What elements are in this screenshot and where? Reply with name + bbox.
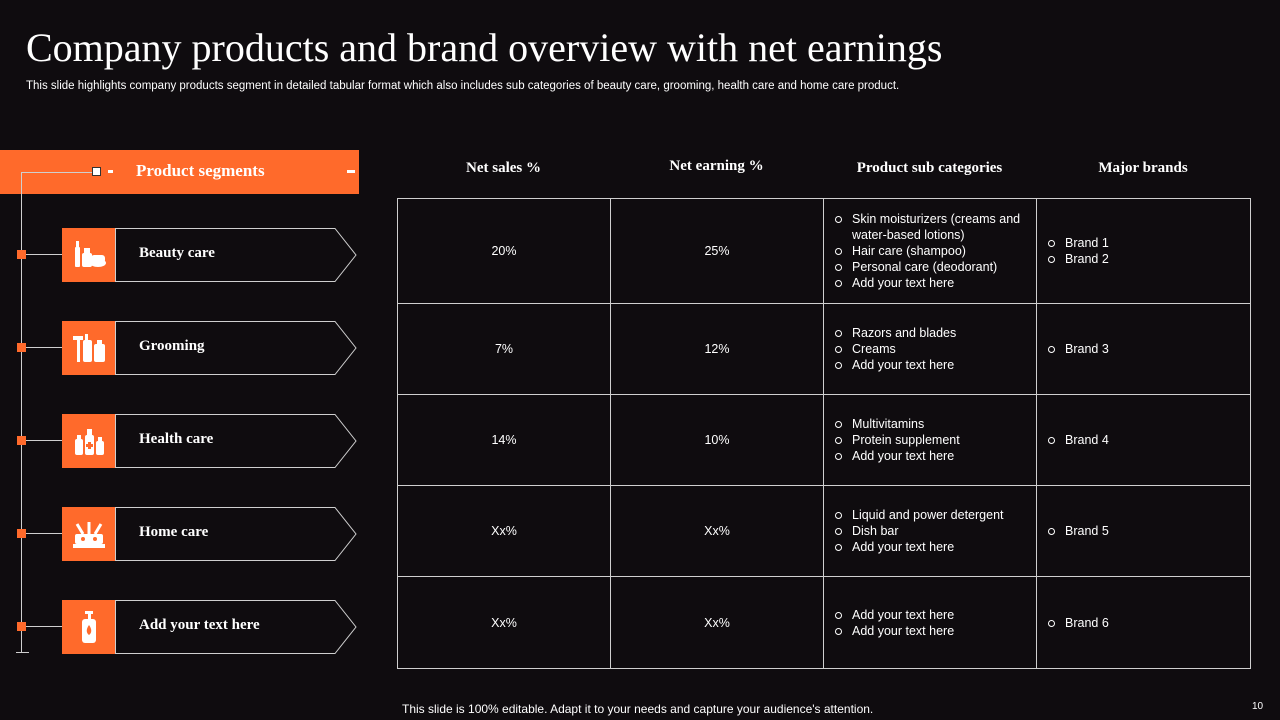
list-item: Liquid and power detergent	[834, 507, 1036, 523]
segment-arrow-shape	[115, 228, 357, 282]
net-earning-cell: 12%	[610, 303, 824, 395]
header-end-dash	[347, 170, 355, 173]
timeline-connector	[26, 347, 62, 348]
list-item: Hair care (shampoo)	[834, 243, 1036, 259]
timeline-bottom-tick	[16, 652, 29, 653]
net-earning-cell: Xx%	[610, 576, 824, 669]
segment-label: Add your text here	[139, 617, 260, 633]
brands-cell: Brand 6	[1036, 576, 1251, 669]
timeline-vertical-line	[21, 172, 22, 652]
list-item: Brand 2	[1047, 251, 1250, 267]
net-sales-cell: 14%	[397, 394, 611, 486]
net-sales-cell: 20%	[397, 198, 611, 304]
list-item: Add your text here	[834, 448, 1036, 464]
net-sales-cell: 7%	[397, 303, 611, 395]
timeline-node	[17, 436, 26, 445]
timeline-connector	[26, 440, 62, 441]
list-item: Brand 6	[1047, 615, 1250, 631]
cosmetics-icon	[62, 228, 115, 282]
segment-label: Beauty care	[139, 245, 215, 261]
products-table: 20% 25% Skin moisturizers (creams and wa…	[397, 198, 1251, 669]
product-segments-label: Product segments	[136, 161, 265, 180]
segment-item-beauty-care[interactable]: Beauty care	[0, 228, 360, 282]
sub-categories-cell: Razors and blades Creams Add your text h…	[823, 303, 1037, 395]
connector-square-marker	[92, 167, 101, 176]
footer-note: This slide is 100% editable. Adapt it to…	[402, 702, 874, 716]
list-item: Dish bar	[834, 523, 1036, 539]
column-header-major-brands: Major brands	[1098, 160, 1188, 176]
segment-item-grooming[interactable]: Grooming	[0, 321, 360, 375]
list-item: Add your text here	[834, 357, 1036, 373]
list-item: Brand 4	[1047, 432, 1250, 448]
timeline-node	[17, 622, 26, 631]
net-earning-cell: Xx%	[610, 485, 824, 577]
brands-cell: Brand 4	[1036, 394, 1251, 486]
table-row: 20% 25% Skin moisturizers (creams and wa…	[397, 198, 1251, 304]
column-header-net-sales: Net sales %	[466, 160, 541, 176]
brands-cell: Brand 3	[1036, 303, 1251, 395]
timeline-connector	[26, 254, 62, 255]
list-item: Multivitamins	[834, 416, 1036, 432]
list-item: Protein supplement	[834, 432, 1036, 448]
sub-categories-cell: Multivitamins Protein supplement Add you…	[823, 394, 1037, 486]
net-sales-cell: Xx%	[397, 485, 611, 577]
table-row: Xx% Xx% Liquid and power detergent Dish …	[397, 485, 1251, 577]
sub-categories-cell: Liquid and power detergent Dish bar Add …	[823, 485, 1037, 577]
slide-subtitle: This slide highlights company products s…	[26, 80, 900, 92]
list-item: Brand 1	[1047, 235, 1250, 251]
segment-item-add-text[interactable]: Add your text here	[0, 600, 360, 654]
column-header-net-earning: Net earning %	[669, 158, 764, 174]
list-item: Brand 5	[1047, 523, 1250, 539]
list-item: Add your text here	[834, 623, 1036, 639]
segment-label: Grooming	[139, 338, 205, 354]
brands-cell: Brand 1 Brand 2	[1036, 198, 1251, 304]
table-row: 7% 12% Razors and blades Creams Add your…	[397, 303, 1251, 395]
net-earning-cell: 10%	[610, 394, 824, 486]
timeline-connector	[26, 533, 62, 534]
segment-label: Health care	[139, 431, 214, 447]
medicine-bottles-icon	[62, 414, 115, 468]
table-row: 14% 10% Multivitamins Protein supplement…	[397, 394, 1251, 486]
segment-arrow-shape	[115, 321, 357, 375]
table-row: Xx% Xx% Add your text here Add your text…	[397, 576, 1251, 669]
segment-label: Home care	[139, 524, 209, 540]
connector-dash-marker	[108, 170, 113, 173]
sub-categories-cell: Add your text here Add your text here	[823, 576, 1037, 669]
segment-arrow-shape	[115, 600, 357, 654]
net-earning-cell: 25%	[610, 198, 824, 304]
net-sales-cell: Xx%	[397, 576, 611, 669]
timeline-connector	[26, 626, 62, 627]
segment-arrow-shape	[115, 507, 357, 561]
lotion-bottle-icon	[62, 600, 115, 654]
timeline-node	[17, 343, 26, 352]
segment-item-home-care[interactable]: Home care	[0, 507, 360, 561]
timeline-node	[17, 250, 26, 259]
brands-cell: Brand 5	[1036, 485, 1251, 577]
segment-item-health-care[interactable]: Health care	[0, 414, 360, 468]
cleaning-supplies-icon	[62, 507, 115, 561]
column-header-sub-categories: Product sub categories	[856, 160, 1003, 176]
grooming-kit-icon	[62, 321, 115, 375]
list-item: Personal care (deodorant)	[834, 259, 1036, 275]
sub-categories-cell: Skin moisturizers (creams and water-base…	[823, 198, 1037, 304]
list-item: Razors and blades	[834, 325, 1036, 341]
timeline-top-connector	[21, 172, 92, 173]
list-item: Creams	[834, 341, 1036, 357]
page-number: 10	[1252, 701, 1264, 712]
list-item: Add your text here	[834, 607, 1036, 623]
list-item: Add your text here	[834, 539, 1036, 555]
list-item: Brand 3	[1047, 341, 1250, 357]
slide-title: Company products and brand overview with…	[26, 25, 943, 70]
list-item: Add your text here	[834, 275, 1036, 291]
timeline-node	[17, 529, 26, 538]
list-item: Skin moisturizers (creams and water-base…	[834, 211, 1036, 243]
segment-arrow-shape	[115, 414, 357, 468]
